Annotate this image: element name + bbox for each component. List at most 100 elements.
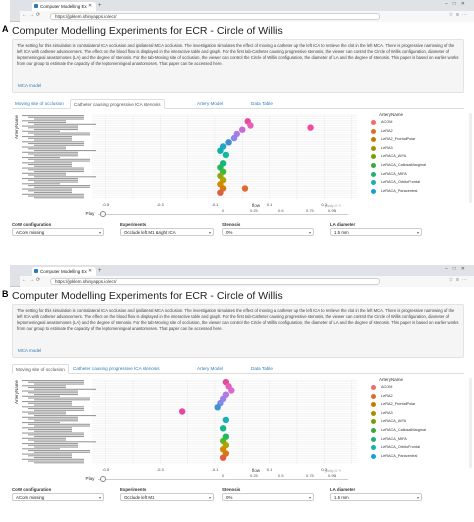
scatter-svg[interactable]: -0.5 -0.3 -0.1 0.1 0.3 <box>12 376 362 480</box>
tab-3[interactable]: Data Table <box>251 366 273 371</box>
data-point[interactable] <box>219 454 227 461</box>
data-point[interactable] <box>241 185 249 192</box>
close-tab-icon[interactable]: ✕ <box>88 268 93 274</box>
tab-1[interactable]: Catheter causing progressive ICA stenosi… <box>73 366 160 371</box>
legend-item[interactable]: LeRACA_Paracentral <box>369 452 474 461</box>
data-point[interactable] <box>222 151 230 159</box>
tab-0[interactable]: Moving site of occlusion <box>15 101 64 106</box>
legend-item[interactable]: LeRA3 <box>369 409 474 418</box>
tab-2[interactable]: Artery Model <box>197 101 224 106</box>
legend-item[interactable]: ACOM <box>369 383 474 392</box>
control-value: ACom missing <box>16 230 45 235</box>
legend-item[interactable]: LeRA2 <box>369 392 474 401</box>
data-point[interactable] <box>230 134 238 142</box>
nav-buttons[interactable]: ←→⟳ <box>22 277 43 283</box>
legend-item[interactable]: LeRACA_MIFA <box>369 170 474 179</box>
scatter-svg[interactable]: -0.5 -0.3 -0.1 0.1 0.3 <box>12 111 362 215</box>
control-select[interactable]: 1.5 mm ▾ <box>330 228 422 236</box>
new-tab-icon[interactable]: + <box>98 3 102 9</box>
window-controls[interactable]: –□✕ <box>445 1 470 7</box>
nav-buttons[interactable]: ←→⟳ <box>22 12 43 18</box>
legend-label: ACOM <box>381 120 393 124</box>
data-point[interactable] <box>217 147 224 154</box>
control-select[interactable]: ACom missing ▾ <box>12 228 104 236</box>
category-tick-label <box>22 437 66 439</box>
play-button[interactable]: Play <box>85 211 95 216</box>
legend-scrollbar[interactable] <box>469 378 472 468</box>
tab-0[interactable]: Moving site of occlusion <box>12 364 69 374</box>
legend-item[interactable]: LeRACA_MIFA <box>369 435 474 444</box>
legend-item[interactable]: LeRACA_OrbitoFrontal <box>369 178 474 187</box>
url-field[interactable]: https://jpklem.shinyapps.io/ecr/ <box>50 13 380 20</box>
animation-slider-handle[interactable] <box>100 211 106 217</box>
stenosis-slider-ticks[interactable]: 0 0.25 0.5 0.75 0.99 1 <box>222 204 348 226</box>
x-tick-label: -0.3 <box>157 202 165 207</box>
legend-title: ArteryName <box>379 112 404 117</box>
browser-tools[interactable]: ☆≡⋯ <box>448 12 470 18</box>
flow-plot[interactable]: -0.5 -0.3 -0.1 0.1 0.3 ArteryName flow + plo… <box>12 376 474 480</box>
play-button[interactable]: Play <box>85 476 95 481</box>
animation-slider-track[interactable] <box>98 479 348 480</box>
legend-item[interactable]: ACOM <box>369 118 474 127</box>
browser-tab[interactable]: Computer Modelling Ex <box>32 2 96 11</box>
mca-model-link[interactable]: MCA model <box>18 83 42 88</box>
data-point[interactable] <box>247 122 254 129</box>
legend-item[interactable]: LeRACA_AIFA <box>369 152 474 161</box>
legend-item[interactable]: LeRACA_CallosalMarginal <box>369 161 474 170</box>
legend-item[interactable]: LeRA2 <box>369 127 474 136</box>
category-tick-label <box>22 427 72 429</box>
legend-item[interactable]: LeRACA_CallosalMarginal <box>369 426 474 435</box>
app-favicon-icon <box>34 269 38 273</box>
category-tick-label <box>22 458 84 460</box>
control-select[interactable]: 1.5 mm ▾ <box>330 493 422 501</box>
legend-item[interactable]: LeRA3 <box>369 144 474 153</box>
legend-marker-icon <box>371 120 376 125</box>
legend-item[interactable]: LeRA2_FrontalPolar <box>369 400 474 409</box>
category-tick-label <box>28 439 66 441</box>
control-select[interactable]: Occlude left M1 &right ICA ▾ <box>120 228 214 236</box>
category-tick-label <box>34 192 72 194</box>
control-select[interactable]: Occlude left M1 ▾ <box>120 493 214 501</box>
data-point[interactable] <box>228 387 235 394</box>
chevron-down-icon: ▾ <box>208 230 211 235</box>
animation-slider-handle[interactable] <box>100 476 106 482</box>
data-point[interactable] <box>239 126 246 133</box>
control-select[interactable]: 0% ▾ <box>222 228 314 236</box>
close-tab-icon[interactable]: ✕ <box>88 3 93 9</box>
tab-2[interactable]: Artery Model <box>197 366 224 371</box>
plot-modebar[interactable]: + plotly ⊡ ✎ <box>322 204 342 208</box>
category-tick-label <box>28 423 90 425</box>
legend-label: LeRA2_FrontalPolar <box>381 137 416 142</box>
x-tick-label: 0.1 <box>267 202 273 207</box>
control-select[interactable]: 0% ▾ <box>222 493 314 501</box>
data-point[interactable] <box>225 139 232 146</box>
legend-item[interactable]: LeRACA_Paracentral <box>369 187 474 196</box>
stenosis-slider-ticks[interactable]: 0 0.25 0.5 0.75 0.99 1 <box>222 469 348 491</box>
data-point[interactable] <box>214 404 221 411</box>
animation-slider-track[interactable] <box>98 214 348 215</box>
data-point[interactable] <box>217 189 224 196</box>
data-point[interactable] <box>222 416 230 424</box>
data-point[interactable] <box>219 425 227 432</box>
tab-1[interactable]: Catheter causing progressive ICA stenosi… <box>70 99 165 109</box>
control-select[interactable]: ACom missing ▾ <box>12 493 104 501</box>
data-point[interactable] <box>178 408 186 415</box>
browser-tab[interactable]: Computer Modelling Ex <box>32 267 96 276</box>
legend-marker-icon <box>371 385 376 390</box>
data-point[interactable] <box>307 124 314 131</box>
new-tab-icon[interactable]: + <box>98 268 102 274</box>
legend-scrollbar[interactable] <box>469 113 472 203</box>
tab-3[interactable]: Data Table <box>251 101 273 106</box>
window-controls[interactable]: –□✕ <box>445 266 470 272</box>
legend-item[interactable]: LeRA2_FrontalPolar <box>369 135 474 144</box>
control-label: LA diameter <box>330 487 356 492</box>
legend-item[interactable]: LeRACA_AIFA <box>369 417 474 426</box>
flow-plot[interactable]: -0.5 -0.3 -0.1 0.1 0.3 ArteryName flow + plo… <box>12 111 474 215</box>
legend-label: LeRACA_OrbitoFrontal <box>381 180 421 185</box>
browser-tools[interactable]: ☆≡⋯ <box>448 277 470 283</box>
url-field[interactable]: https://jpklem.shinyapps.io/ecr/ <box>50 278 380 285</box>
category-tick-label <box>28 137 72 139</box>
plot-modebar[interactable]: + plotly ⊡ ✎ <box>322 469 342 473</box>
mca-model-link[interactable]: MCA model <box>18 348 42 353</box>
legend-item[interactable]: LeRACA_OrbitoFrontal <box>369 443 474 452</box>
